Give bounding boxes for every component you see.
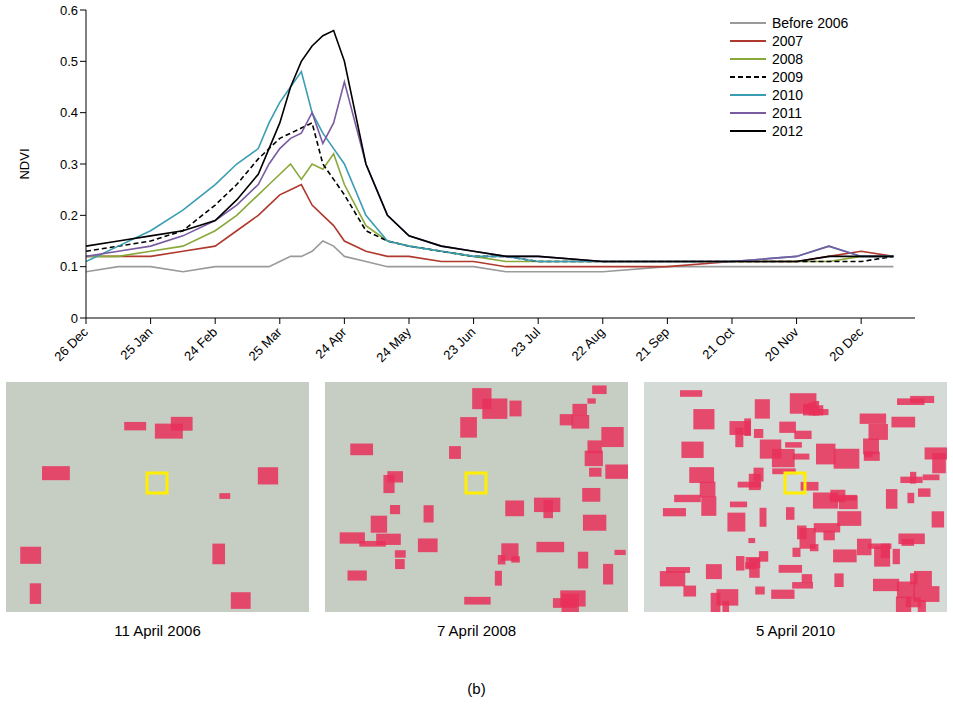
- html-text:Before 2006: Before 2006: [772, 15, 849, 31]
- svg-text:20 Nov: 20 Nov: [762, 324, 802, 364]
- svg-text:0.4: 0.4: [60, 105, 78, 120]
- svg-text:0.5: 0.5: [60, 54, 78, 69]
- svg-text:24 May: 24 May: [373, 324, 414, 365]
- html-text:7 April 2008: 7 April 2008: [436, 622, 517, 639]
- svg-text:21 Sep: 21 Sep: [633, 324, 673, 364]
- html-text:2009: 2009: [772, 69, 804, 85]
- svg-text:NDVI: NDVI: [17, 148, 32, 179]
- svg-text:21 Oct: 21 Oct: [699, 324, 737, 362]
- html-text:2012: 2012: [772, 123, 804, 139]
- svg-text:22 Aug: 22 Aug: [568, 324, 607, 363]
- svg-text:0: 0: [71, 311, 78, 326]
- html-text:2008: 2008: [772, 51, 804, 67]
- html-text:(b): (b): [467, 680, 486, 697]
- svg-text:23 Jul: 23 Jul: [508, 324, 543, 359]
- svg-text:23 Jun: 23 Jun: [440, 324, 478, 362]
- svg-text:24 Apr: 24 Apr: [312, 324, 350, 362]
- svg-text:25 Jan: 25 Jan: [117, 324, 155, 362]
- html-text:2007: 2007: [772, 33, 804, 49]
- svg-text:20 Dec: 20 Dec: [826, 324, 866, 364]
- html-text:2011: 2011: [772, 105, 803, 121]
- html-text:11 April 2006: 11 April 2006: [114, 622, 201, 639]
- html-text:5 April 2010: 5 April 2010: [755, 622, 836, 639]
- svg-text:0.1: 0.1: [60, 259, 78, 274]
- svg-text:0.2: 0.2: [60, 208, 78, 223]
- svg-text:25 Mar: 25 Mar: [246, 324, 286, 364]
- svg-text:0.3: 0.3: [60, 157, 78, 172]
- svg-text:24 Feb: 24 Feb: [181, 324, 220, 363]
- svg-text:0.6: 0.6: [60, 3, 78, 18]
- html-text:2010: 2010: [772, 87, 804, 103]
- svg-text:26 Dec: 26 Dec: [51, 324, 91, 364]
